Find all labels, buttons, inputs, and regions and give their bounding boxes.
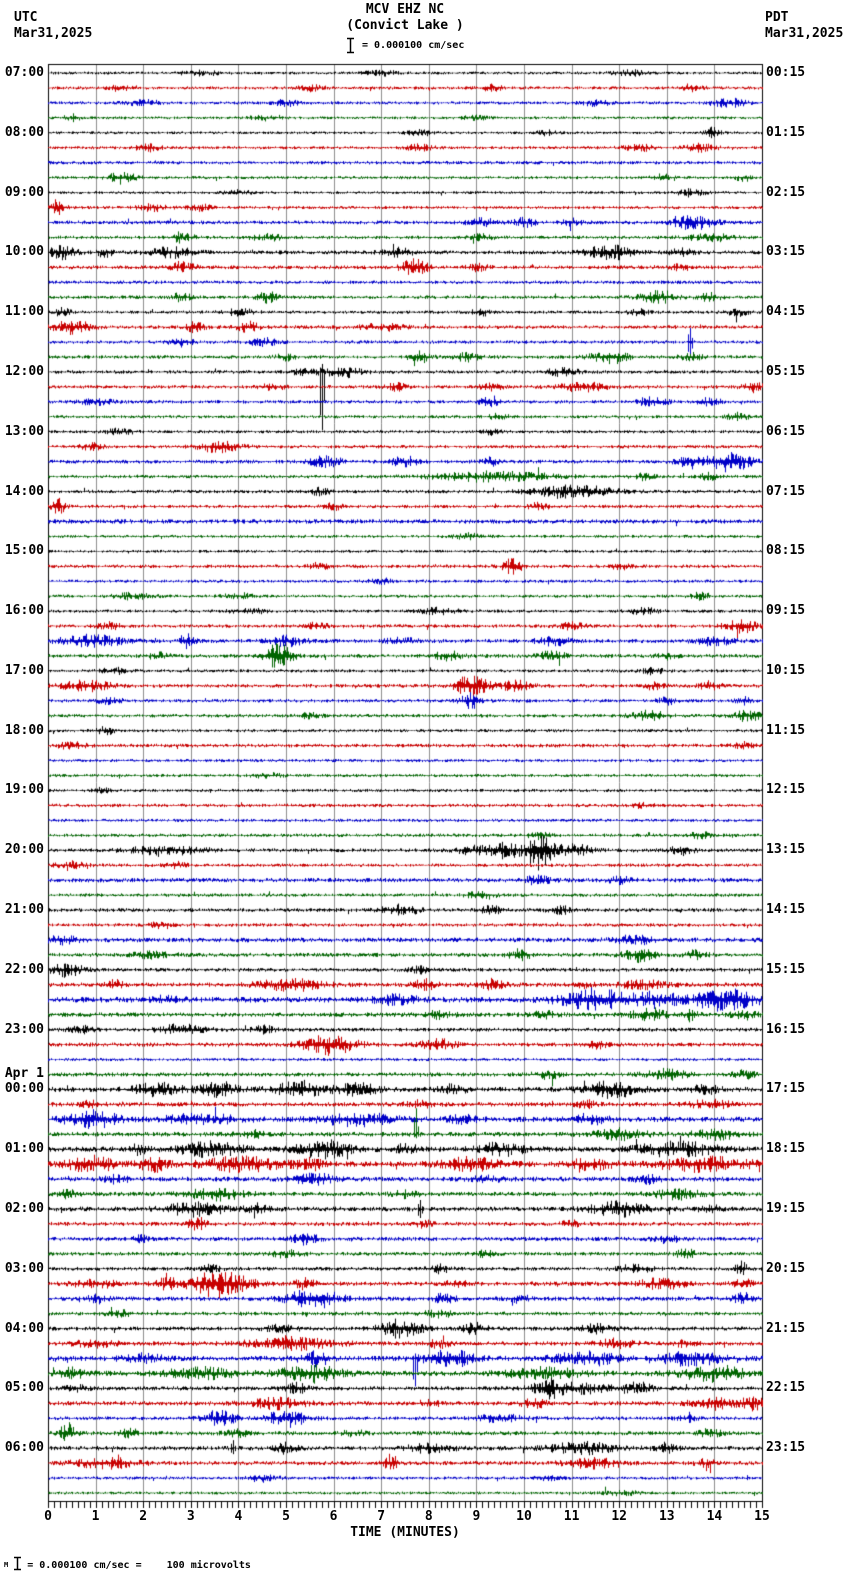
pdt-hour-label: 17:15 (766, 1081, 806, 1097)
left-header: UTC Mar31,2025 (14, 10, 92, 42)
left-date-label: Mar31,2025 (14, 26, 93, 41)
amplitude-scale-legend: = 0.000100 cm/sec (346, 36, 464, 54)
footer-scale-legend: M = 0.000100 cm/sec = 100 microvolts (4, 1556, 251, 1571)
utc-hour-label: 04:00 (4, 1320, 44, 1336)
station-title: MCV EHZ NC (365, 2, 445, 17)
utc-hour-label: 00:00 (4, 1081, 44, 1097)
utc-hour-label: 14:00 (4, 483, 44, 499)
utc-hour-label: 19:00 (4, 782, 44, 798)
utc-hour-label: 06:00 (4, 1440, 44, 1456)
x-tick-label: 13 (658, 1509, 675, 1524)
utc-hour-label: 23:00 (4, 1021, 44, 1037)
utc-hour-label: 20:00 (4, 842, 44, 858)
pdt-hour-label: 09:15 (766, 603, 806, 619)
pdt-hour-label: 23:15 (766, 1440, 806, 1456)
pdt-hour-label: 05:15 (766, 363, 806, 379)
right-timezone-label: PDT (765, 10, 789, 25)
pdt-hour-label: 21:15 (766, 1320, 806, 1336)
x-tick-label: 9 (472, 1509, 481, 1524)
utc-hour-label: 03:00 (4, 1260, 44, 1276)
right-header: PDT Mar31,2025 (765, 10, 843, 42)
scale-bar-icon-footer (14, 1556, 22, 1571)
utc-hour-label: 18:00 (4, 722, 44, 738)
utc-hour-label: 12:00 (4, 363, 44, 379)
pdt-hour-label: 20:15 (766, 1260, 806, 1276)
pdt-hour-label: 18:15 (766, 1141, 806, 1157)
footer-scale-equation: = 0.000100 cm/sec = (27, 1560, 142, 1571)
x-tick-label: 14 (706, 1509, 723, 1524)
x-tick-label: 15 (754, 1509, 770, 1524)
pdt-hour-label: 16:15 (766, 1021, 806, 1037)
pdt-hour-label: 07:15 (766, 483, 806, 499)
x-tick-label: 6 (329, 1509, 338, 1524)
pdt-hour-label: 14:15 (766, 902, 806, 918)
utc-hour-label: 10:00 (4, 244, 44, 260)
utc-hour-label: 15:00 (4, 543, 44, 559)
utc-hour-label: 07:00 (4, 65, 44, 80)
x-tick-label: 12 (611, 1509, 628, 1524)
x-tick-label: 1 (91, 1509, 100, 1524)
utc-hour-label: 17:00 (4, 662, 44, 678)
x-tick-label: 10 (516, 1509, 532, 1524)
pdt-hour-label: 13:15 (766, 842, 806, 858)
x-tick-label: 4 (234, 1509, 243, 1524)
pdt-hour-label: 11:15 (766, 722, 806, 738)
x-tick-label: 8 (424, 1509, 433, 1524)
x-tick-label: 2 (139, 1509, 148, 1524)
left-timezone-label: UTC (14, 10, 38, 25)
scale-bar-icon (347, 37, 354, 53)
pdt-hour-label: 03:15 (766, 244, 806, 260)
pdt-hour-label: 10:15 (766, 662, 806, 678)
pdt-hour-label: 22:15 (766, 1380, 806, 1396)
utc-hour-label: 16:00 (4, 603, 44, 619)
x-tick-label: 11 (563, 1509, 580, 1524)
pdt-hour-label: 00:15 (766, 65, 806, 80)
utc-hour-label: 22:00 (4, 961, 44, 977)
utc-hour-label: 21:00 (4, 902, 44, 918)
x-axis-title: TIME (MINUTES) (350, 1525, 460, 1540)
utc-hour-label: 02:00 (4, 1201, 44, 1216)
x-tick-label: 7 (377, 1509, 386, 1524)
x-tick-label: 0 (44, 1509, 52, 1524)
footer-prefix-glyph: M (4, 1561, 9, 1569)
utc-hour-label: 05:00 (4, 1380, 44, 1396)
pdt-hour-label: 19:15 (766, 1201, 806, 1216)
pdt-hour-label: 06:15 (766, 423, 806, 439)
utc-date-label: Apr 1 (4, 1066, 44, 1082)
x-tick-label: 3 (186, 1509, 195, 1524)
pdt-hour-label: 12:15 (766, 782, 806, 798)
utc-hour-label: 13:00 (4, 423, 44, 439)
utc-hour-label: 09:00 (4, 184, 44, 200)
right-date-label: Mar31,2025 (765, 26, 844, 41)
x-tick-label: 5 (282, 1509, 290, 1524)
station-subtitle: (Convict Lake ) (346, 18, 464, 33)
pdt-hour-label: 04:15 (766, 304, 806, 320)
pdt-hour-label: 02:15 (766, 184, 806, 200)
scale-value-text: = 0.000100 cm/sec (362, 39, 465, 51)
utc-hour-label: 08:00 (4, 124, 44, 140)
pdt-hour-label: 01:15 (766, 124, 806, 140)
pdt-hour-label: 08:15 (766, 543, 806, 559)
utc-hour-label: 11:00 (4, 304, 44, 320)
utc-hour-label: 01:00 (4, 1141, 44, 1157)
pdt-hour-label: 15:15 (766, 961, 806, 977)
footer-microvolts-value: 100 microvolts (166, 1560, 251, 1571)
